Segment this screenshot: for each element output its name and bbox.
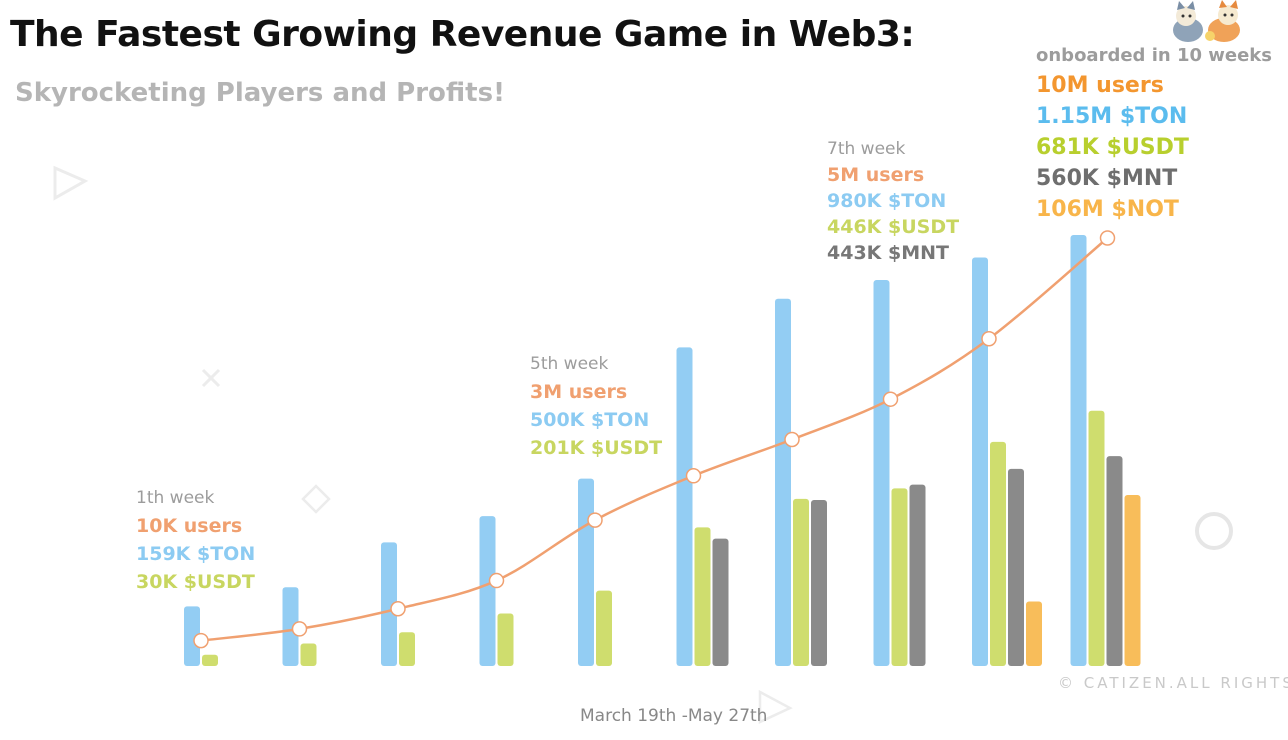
bar-ton-4 [479,516,496,666]
users-point-1 [193,632,209,649]
diamond-decoration [301,484,331,514]
users-point-2 [291,621,308,637]
annotation-week-5: 5th week 3M users 500K $TON 201K $USDT [530,350,662,462]
annotation-users: 3M users [530,381,628,403]
users-point-7 [784,431,800,448]
annotation-users: 5M users [827,164,925,186]
cats-logo-icon [1173,0,1240,42]
annotation-usdt: 446K $USDT [827,216,960,238]
bar-mnt-9 [1008,468,1024,666]
users-point-6 [685,468,702,484]
bar-ton-6 [676,347,693,666]
annotation-total: onboarded in 10 weeks 10M users 1.15M $T… [1036,42,1272,225]
triangle-decoration [53,165,89,201]
page-subtitle: Skyrocketing Players and Profits! [15,78,505,108]
bar-ton-8 [873,279,890,666]
bar-mnt-6 [712,538,729,666]
bar-ton-10 [1070,235,1087,666]
bar-usdt-7 [793,498,809,666]
bars-group [184,235,1141,666]
x-axis-label: March 19th -May 27th [580,706,768,726]
bar-usdt-9 [990,441,1006,666]
bar-usdt-2 [300,643,317,666]
annotation-header: 7th week [827,139,906,159]
annotation-week-1: 1th week 10K users 159K $TON 30K $USDT [136,484,255,596]
annotation-header: onboarded in 10 weeks [1036,45,1272,66]
page-title: The Fastest Growing Revenue Game in Web3… [10,14,915,55]
bar-not-9 [1026,601,1042,666]
annotation-ton: 500K $TON [530,409,650,431]
cross-decoration [201,368,221,388]
annotation-usdt: 681K $USDT [1036,135,1189,160]
annotation-ton: 159K $TON [136,543,256,565]
bar-usdt-5 [596,590,612,666]
annotation-ton: 1.15M $TON [1036,104,1188,129]
bar-mnt-7 [811,499,827,666]
bar-usdt-1 [202,654,218,666]
users-point-3 [390,601,406,617]
annotation-mnt: 560K $MNT [1036,166,1178,191]
annotation-mnt: 443K $MNT [827,242,949,264]
copyright-watermark: © CATIZEN.ALL RIGHTS [1058,674,1288,692]
bar-usdt-8 [891,488,908,666]
bar-ton-5 [578,478,594,666]
users-point-10 [1099,230,1116,246]
users-line [200,237,1109,642]
annotation-users: 10K users [136,515,243,537]
bar-usdt-10 [1088,410,1105,666]
users-points [193,230,1116,649]
users-point-8 [882,391,899,407]
bar-ton-7 [775,298,791,666]
bar-ton-1 [184,606,200,666]
bar-not-10 [1124,495,1141,666]
annotation-usdt: 30K $USDT [136,571,255,593]
annotation-header: 5th week [530,354,609,374]
bar-mnt-8 [909,484,926,666]
annotation-users: 10M users [1036,73,1164,98]
annotation-week-7: 7th week 5M users 980K $TON 446K $USDT 4… [827,136,959,266]
bar-ton-3 [381,542,397,666]
decorations [53,165,1233,724]
annotation-not: 106M $NOT [1036,197,1179,222]
bar-mnt-10 [1106,456,1123,666]
users-point-4 [488,572,505,589]
triangle-decoration-bottom [758,689,793,724]
users-point-5 [587,512,603,528]
bar-ton-2 [282,587,299,666]
bar-usdt-3 [399,632,415,666]
annotation-header: 1th week [136,488,215,508]
ring-decoration [1195,512,1233,550]
bar-ton-9 [972,257,988,666]
users-point-9 [981,331,997,347]
annotation-ton: 980K $TON [827,190,947,212]
annotation-usdt: 201K $USDT [530,437,663,459]
bar-usdt-6 [694,527,711,666]
bar-usdt-4 [497,613,514,666]
